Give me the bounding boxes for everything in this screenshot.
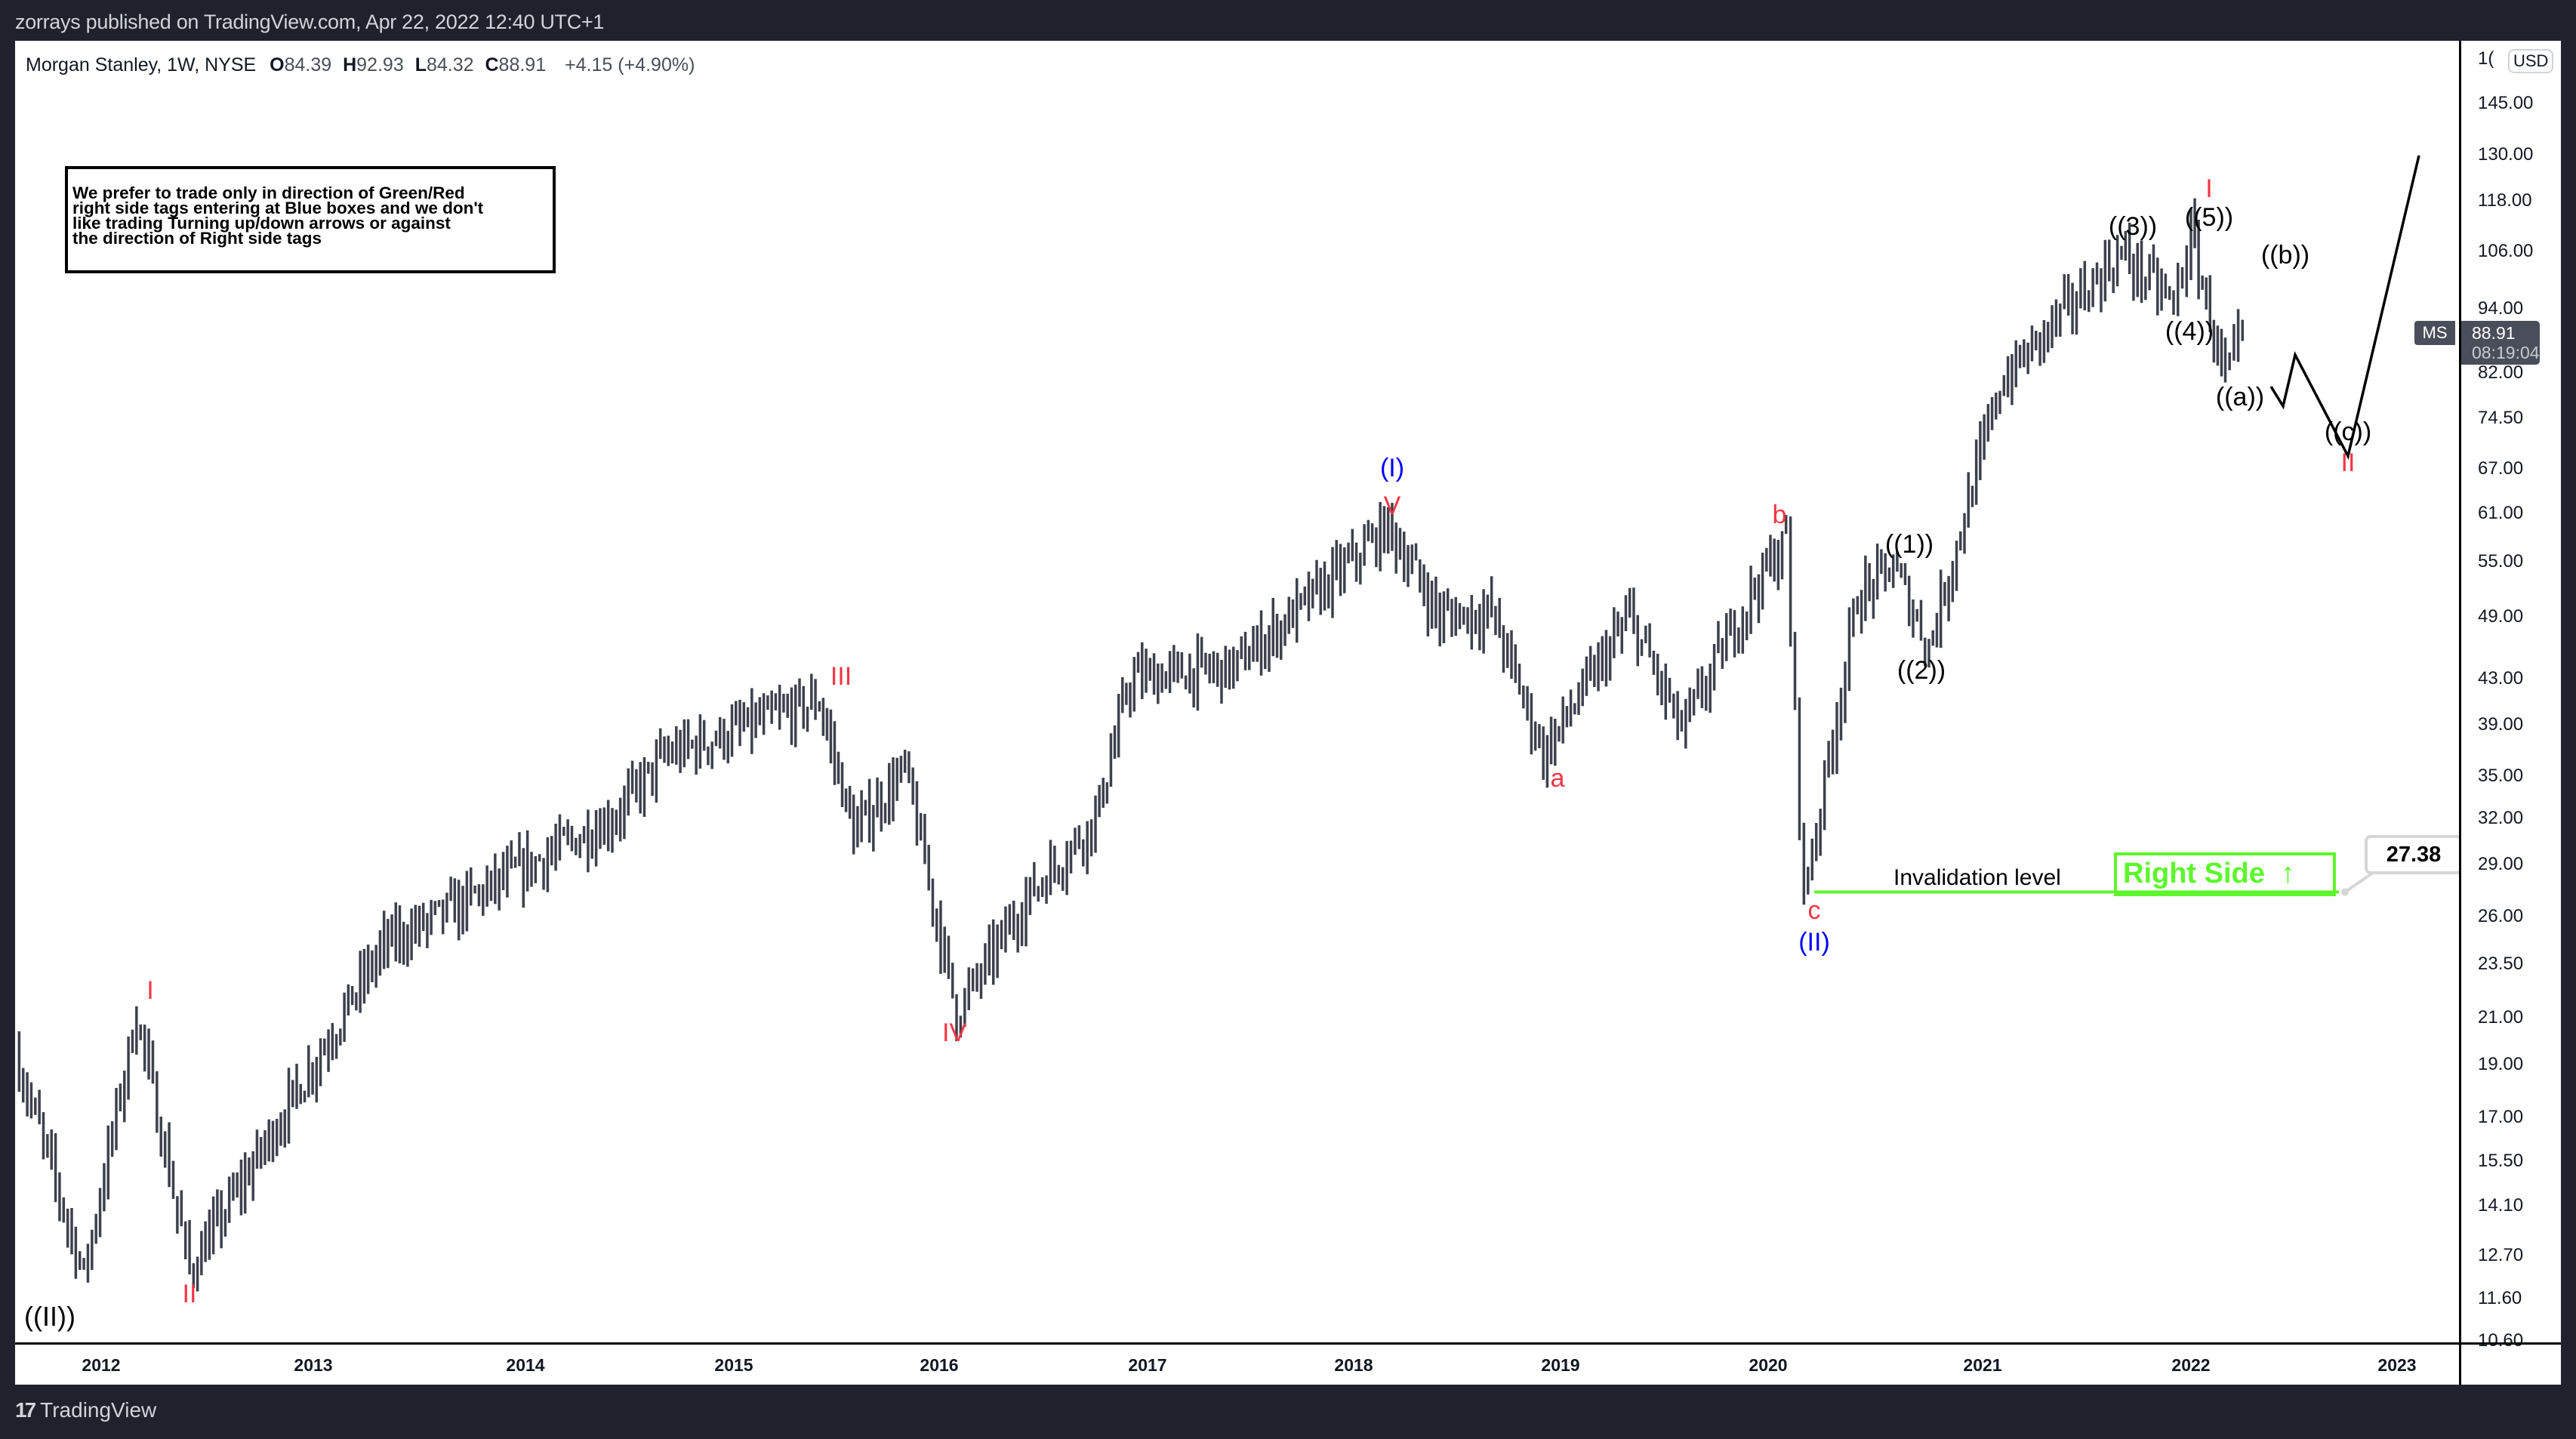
price-tick: 145.00 [2478,93,2534,113]
wave-label-IV: IV [941,1018,967,1047]
price-tick: 35.00 [2478,765,2524,786]
price-tick: 14.10 [2478,1195,2524,1216]
price-tick: 12.70 [2478,1244,2524,1265]
wave-label-1: ((1)) [1884,530,1934,559]
time-axis[interactable]: 2012 2013 2014 2015 2016 2017 2018 2019 2020 2021… [15,1342,2459,1385]
wave-label-II-2012: II [182,1280,197,1308]
note-line: We prefer to trade only in direction of … [72,183,465,202]
wave-label-I-2012: I [146,976,154,1005]
time-tick: 2020 [1749,1355,1788,1375]
wave-label-b2: ((b)) [2260,241,2310,270]
price-tick: 61.00 [2478,502,2524,523]
wave-label-2: ((2)) [1897,656,1946,685]
wave-label-5: ((5)) [2184,203,2234,232]
price-tick: 130.00 [2478,144,2534,165]
footer-brand[interactable]: 17 TradingView [15,1398,156,1422]
price-tick: 21.00 [2478,1006,2524,1028]
wave-label-I-blue: (I) [1379,454,1405,482]
arrow-up-icon: ↑ [2281,858,2296,889]
wave-label-V: V [1383,491,1401,520]
price-tick: 82.00 [2478,362,2524,384]
wave-label-II-blue: (II) [1798,928,1830,957]
price-tick: 67.00 [2478,458,2524,479]
price-tick: 118.00 [2478,190,2532,211]
time-tick: 2015 [714,1355,753,1375]
price-tick: 94.00 [2478,297,2524,319]
wave-label-a: a [1550,764,1565,793]
trading-note-box[interactable]: We prefer to trade only in direction of … [65,166,556,273]
price-tick: 11.60 [2478,1287,2522,1308]
wave-label-c: c [1807,896,1821,925]
time-tick: 2023 [2377,1355,2417,1375]
wave-label-III: III [830,662,852,691]
wave-label-cc-II: ((II)) [24,1301,75,1332]
bar-countdown: 08:19:04 [2472,343,2540,363]
price-tick: 10.60 [2478,1330,2524,1351]
last-price: 88.91 [2472,323,2516,344]
time-tick: 2018 [1334,1355,1373,1375]
price-tick: 19.00 [2478,1054,2524,1075]
time-tick: 2014 [506,1355,545,1375]
symbol-name: Morgan Stanley, 1W, NYSE [26,54,257,75]
ohlc-low: L84.32 [414,54,474,75]
price-tick: 17.00 [2478,1107,2524,1128]
price-tick: 74.50 [2478,408,2524,429]
price-tick-partial: 1( [2478,48,2494,69]
time-tick: 2019 [1541,1355,1580,1375]
last-price-tag: 88.91 08:19:04 [2461,321,2540,365]
price-tick: 55.00 [2478,551,2524,572]
time-tick: 2021 [1963,1355,2002,1375]
publisher-line: zorrays published on TradingView.com, Ap… [15,11,605,33]
chart-plot-area[interactable]: Morgan Stanley, 1W, NYSE O84.39 H92.93 L… [15,41,2459,1342]
price-tick: 29.00 [2478,854,2524,875]
time-tick: 2022 [2171,1355,2211,1375]
invalidation-price-callout[interactable]: 27.38 [2365,835,2459,874]
wave-label-b: b [1772,501,1787,529]
time-tick: 2012 [82,1355,121,1375]
tradingview-logo-icon: 17 [15,1398,36,1422]
price-tick: 23.50 [2478,954,2524,975]
wave-label-3: ((3)) [2108,212,2158,241]
price-bars [17,155,2420,1292]
invalidation-label: Invalidation level [1893,865,2061,890]
chart-frame: Morgan Stanley, 1W, NYSE O84.39 H92.93 L… [15,41,2561,1385]
price-tick: 26.00 [2478,905,2524,926]
time-tick: 2017 [1128,1355,1167,1375]
price-tick: 32.00 [2478,807,2524,828]
brand-name: TradingView [40,1398,157,1422]
wave-label-c2: ((c)) [2324,418,2372,446]
note-line: right side tags entering at Blue boxes a… [72,199,484,217]
ohlc-close: C88.91 [485,54,547,75]
wave-label-a2: ((a)) [2215,383,2265,411]
right-side-label: Right Side [2123,858,2265,889]
wave-label-II-2022: II [2340,448,2356,477]
note-line: the direction of Right side tags [72,229,322,248]
right-side-tag[interactable]: Right Side ↑ [2114,852,2336,896]
symbol-legend: Morgan Stanley, 1W, NYSE O84.39 H92.93 L… [26,54,698,76]
wave-label-4: ((4)) [2165,317,2214,346]
ohlc-high: H92.93 [343,54,404,75]
ohlc-open: O84.39 [270,54,332,75]
price-tick: 39.00 [2478,713,2524,735]
price-change: +4.15 (+4.90%) [565,54,695,75]
symbol-tag: MS [2414,321,2455,346]
note-line: like trading Turning up/down arrows or a… [72,214,451,233]
time-tick: 2016 [920,1355,959,1375]
time-tick: 2013 [294,1355,333,1375]
price-axis[interactable]: 1( USD 88.91 08:19:04 145.00 130.00 118.00… [2459,41,2561,1351]
wave-label-I-2022: I [2205,174,2213,203]
price-tick: 49.00 [2478,605,2524,627]
axis-corner [2459,1342,2561,1385]
price-tick: 15.50 [2478,1151,2524,1171]
currency-badge[interactable]: USD [2508,49,2554,73]
price-tick: 43.00 [2478,667,2524,689]
price-tick: 106.00 [2478,241,2534,262]
